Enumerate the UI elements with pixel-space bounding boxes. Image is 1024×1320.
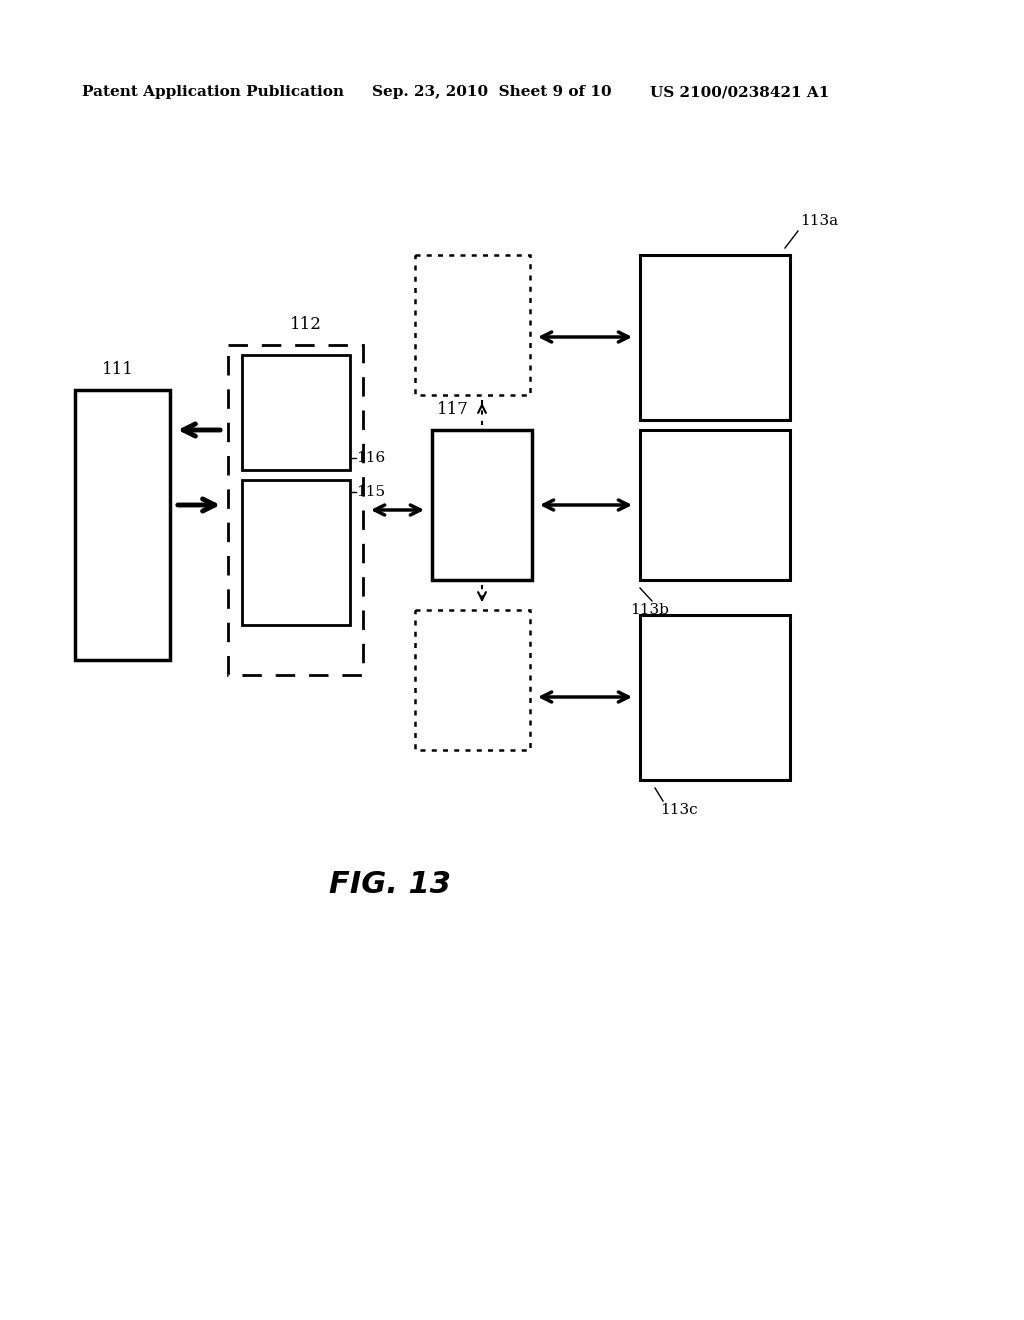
Bar (415, 255, 530, 395)
Bar (228, 345, 362, 675)
Text: Sep. 23, 2010  Sheet 9 of 10: Sep. 23, 2010 Sheet 9 of 10 (372, 84, 611, 99)
Text: 113c: 113c (660, 803, 697, 817)
Text: 115: 115 (356, 484, 385, 499)
Bar (242, 480, 350, 624)
Text: 111: 111 (102, 360, 134, 378)
Bar (415, 610, 530, 750)
Bar (640, 615, 790, 780)
Text: 113a: 113a (800, 214, 838, 228)
Text: 112: 112 (290, 315, 322, 333)
Text: 116: 116 (356, 451, 385, 465)
Text: 113b: 113b (630, 603, 669, 616)
Bar (75, 389, 170, 660)
Text: Patent Application Publication: Patent Application Publication (82, 84, 344, 99)
Bar (432, 430, 532, 579)
Bar (640, 255, 790, 420)
Text: FIG. 13: FIG. 13 (329, 870, 451, 899)
Text: 117: 117 (437, 401, 469, 418)
Bar (242, 355, 350, 470)
Bar (640, 430, 790, 579)
Text: US 2100/0238421 A1: US 2100/0238421 A1 (650, 84, 829, 99)
